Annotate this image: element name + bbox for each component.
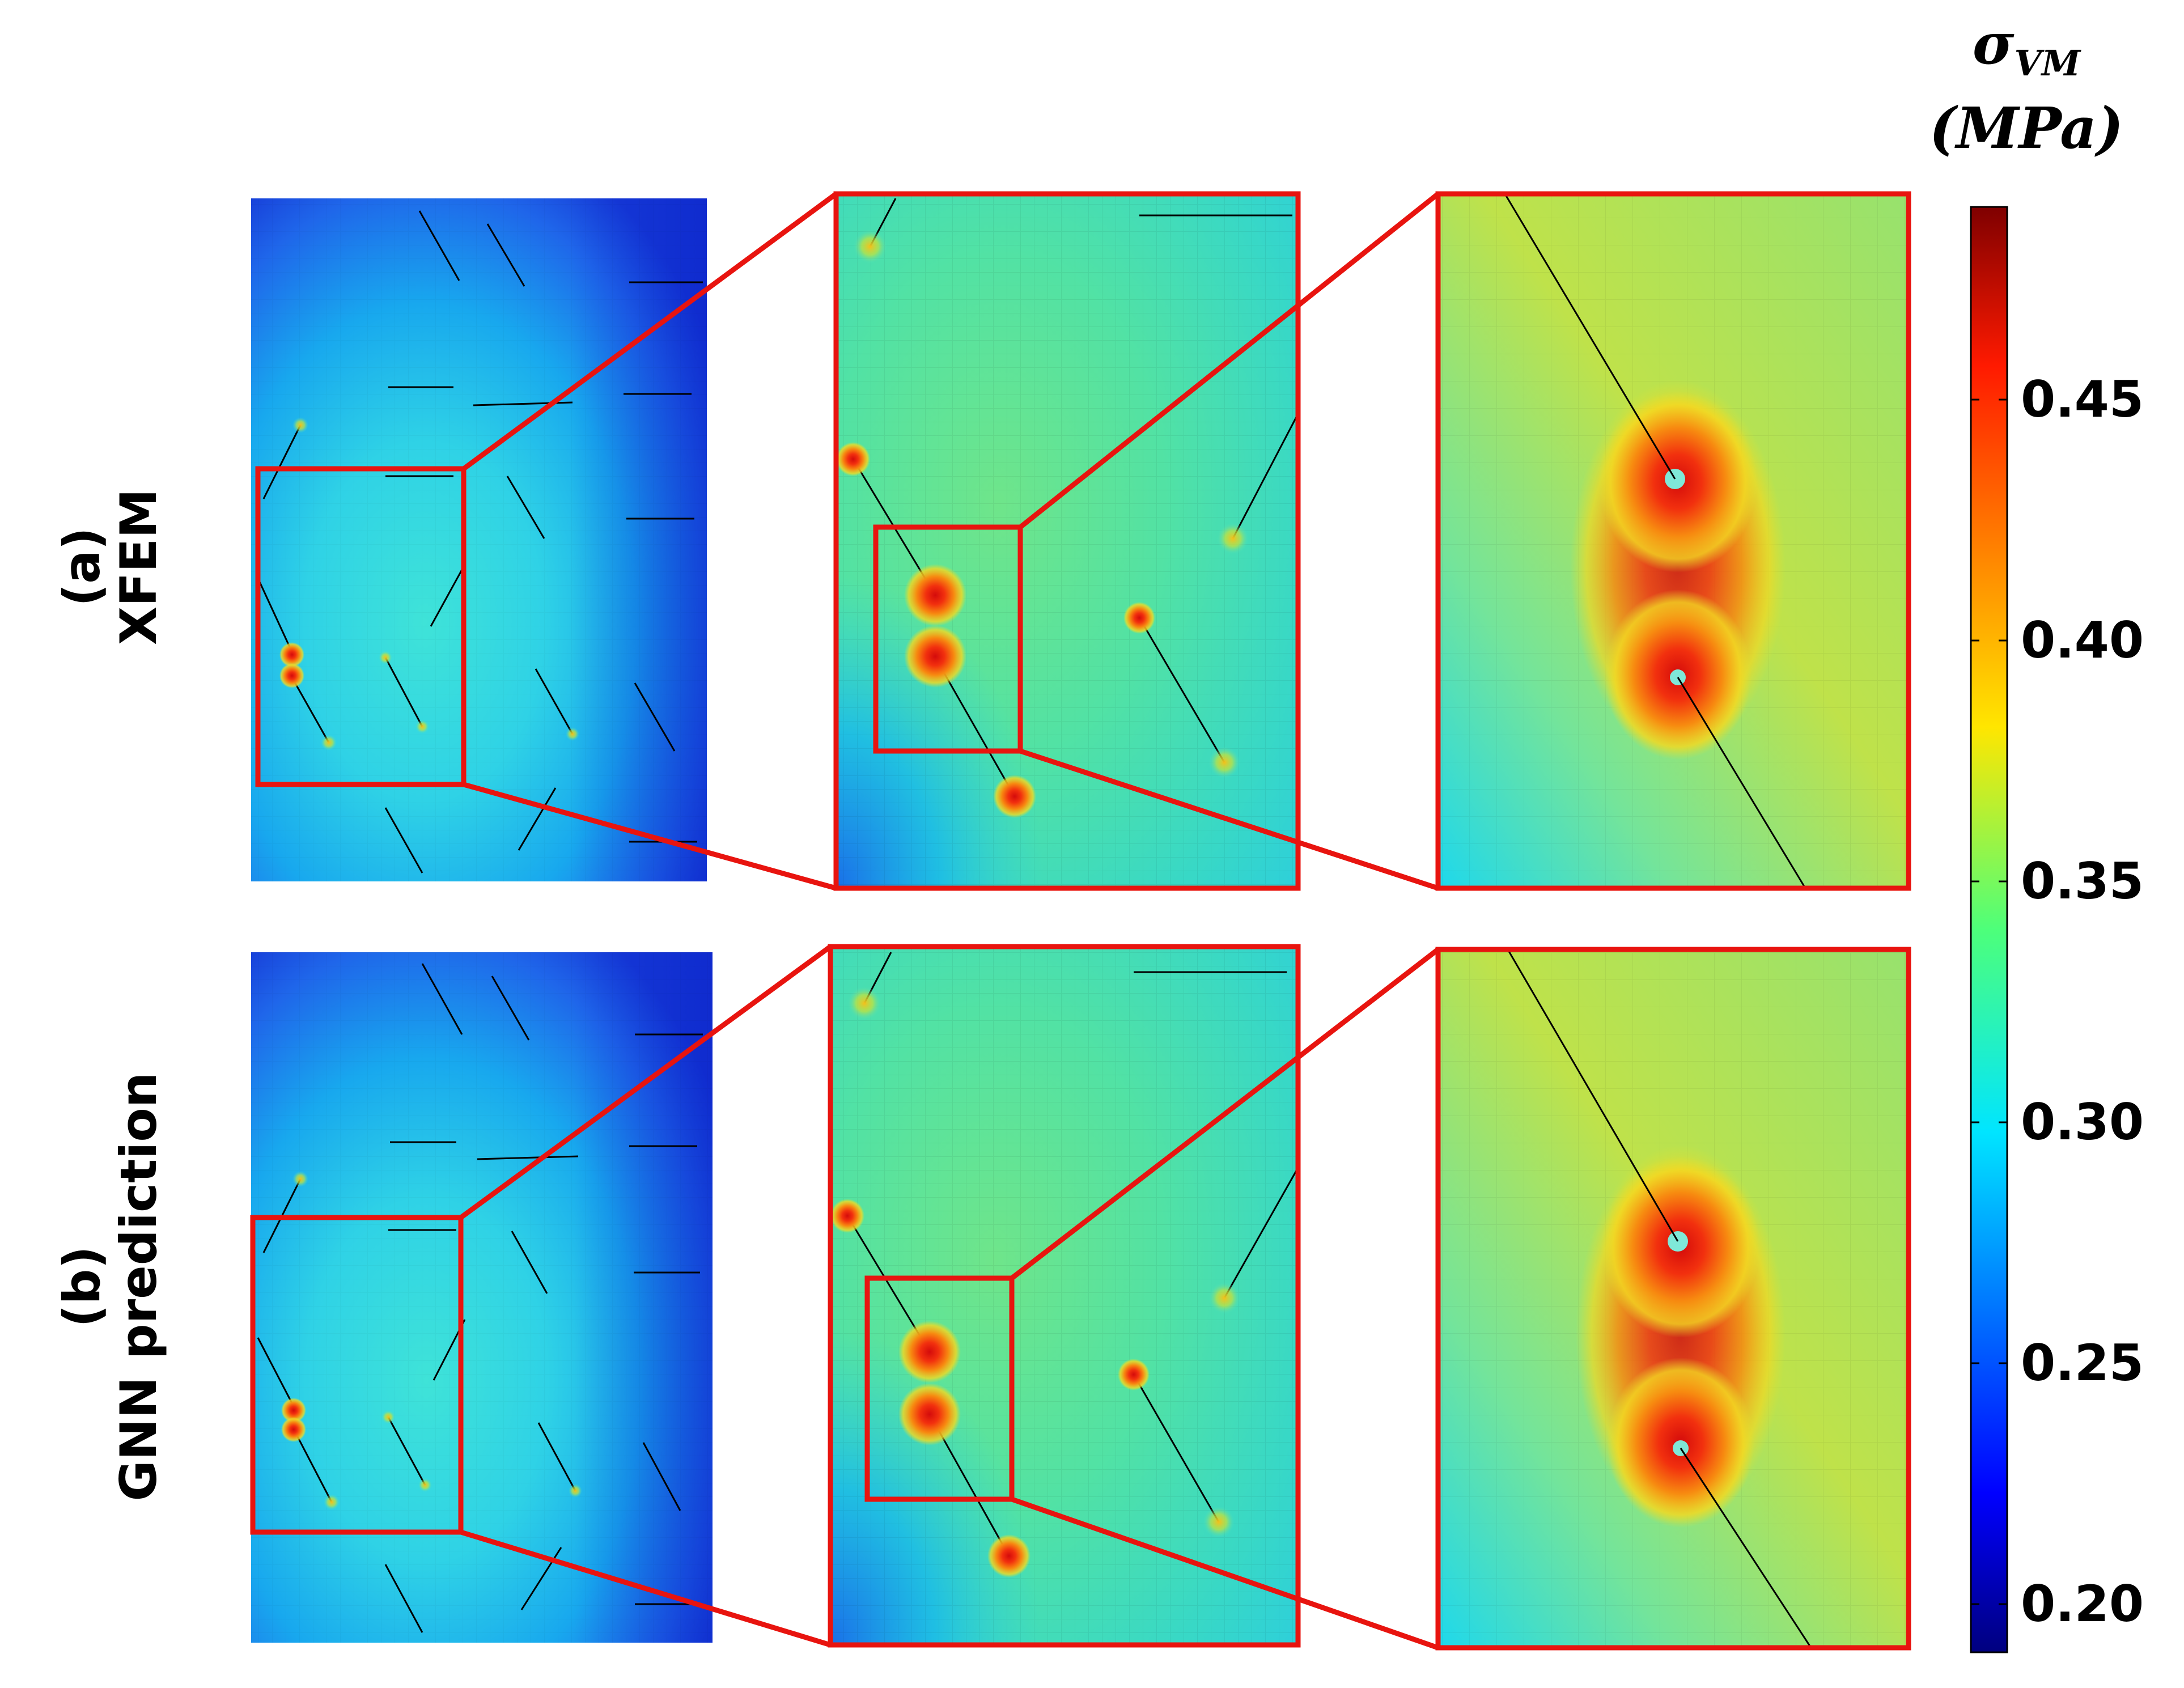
hotspots-a-full	[279, 417, 579, 750]
zoom-box-b-2	[864, 1275, 1015, 1502]
hotspots-b-full	[281, 1171, 582, 1510]
connector-line	[462, 192, 838, 471]
colorbar-title: σVM (MPa)	[1907, 11, 2145, 161]
colorbar	[1970, 206, 2008, 1653]
panel-a-zoom-1	[836, 194, 1299, 888]
zoom-frame-b-1	[828, 944, 1301, 1648]
colorbar-tick-label: 0.40	[2021, 611, 2144, 669]
colorbar-ticks	[1971, 398, 2007, 1605]
connector-line	[1010, 947, 1440, 1280]
panel-b-full-domain	[251, 952, 713, 1643]
colorbar-gradient	[1970, 206, 2008, 1653]
hotspots-a-zoom-2	[1570, 380, 1786, 760]
panel-a-zoom-2	[1438, 193, 1909, 889]
zoom-box-a-1	[255, 466, 467, 787]
zoom-boxes-b	[250, 944, 1911, 1651]
hotspots-b-zoom-2	[1576, 1145, 1786, 1528]
connector-line	[1019, 192, 1440, 529]
colorbar-tick-label: 0.20	[2021, 1575, 2144, 1633]
cracks-a-zoom-2	[1504, 193, 1806, 889]
colorbar-tick-label: 0.25	[2021, 1334, 2144, 1392]
connector-line	[463, 782, 837, 891]
colorbar-subscript: VM	[2014, 43, 2081, 84]
zoom-box-b-1	[250, 1215, 464, 1535]
zoom-frame-b-2	[1435, 947, 1911, 1651]
colorbar-tick-label: 0.35	[2021, 852, 2144, 910]
row-b-panels	[250, 944, 1911, 1651]
colorbar-symbol: σ	[1972, 10, 2015, 77]
panel-b-zoom-1	[830, 947, 1299, 1645]
zoom-boxes-a	[255, 191, 1911, 891]
connector-line	[1011, 1496, 1439, 1651]
colorbar-tick-label: 0.45	[2021, 370, 2144, 429]
row-a-panels	[251, 191, 1911, 891]
cracks-b-full	[257, 963, 703, 1633]
connector-line	[460, 1529, 832, 1648]
hotspots-a-zoom-1	[836, 230, 1249, 818]
colorbar-tick-label: 0.30	[2021, 1093, 2144, 1151]
zoom-frame-a-1	[833, 191, 1301, 891]
colorbar-unit: (MPa)	[1929, 95, 2124, 162]
connector-line	[459, 944, 832, 1220]
connector-line	[1019, 748, 1439, 891]
panel-b-zoom-2	[1438, 949, 1909, 1648]
hotspots-b-zoom-1	[830, 986, 1240, 1577]
zoom-frame-a-2	[1435, 191, 1911, 891]
panel-a-full-domain	[251, 198, 707, 881]
cracks-b-zoom-2	[1507, 949, 1812, 1648]
zoom-box-a-2	[873, 524, 1023, 754]
